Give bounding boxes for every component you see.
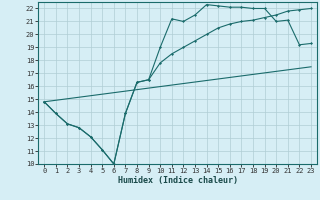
X-axis label: Humidex (Indice chaleur): Humidex (Indice chaleur) xyxy=(118,176,238,185)
